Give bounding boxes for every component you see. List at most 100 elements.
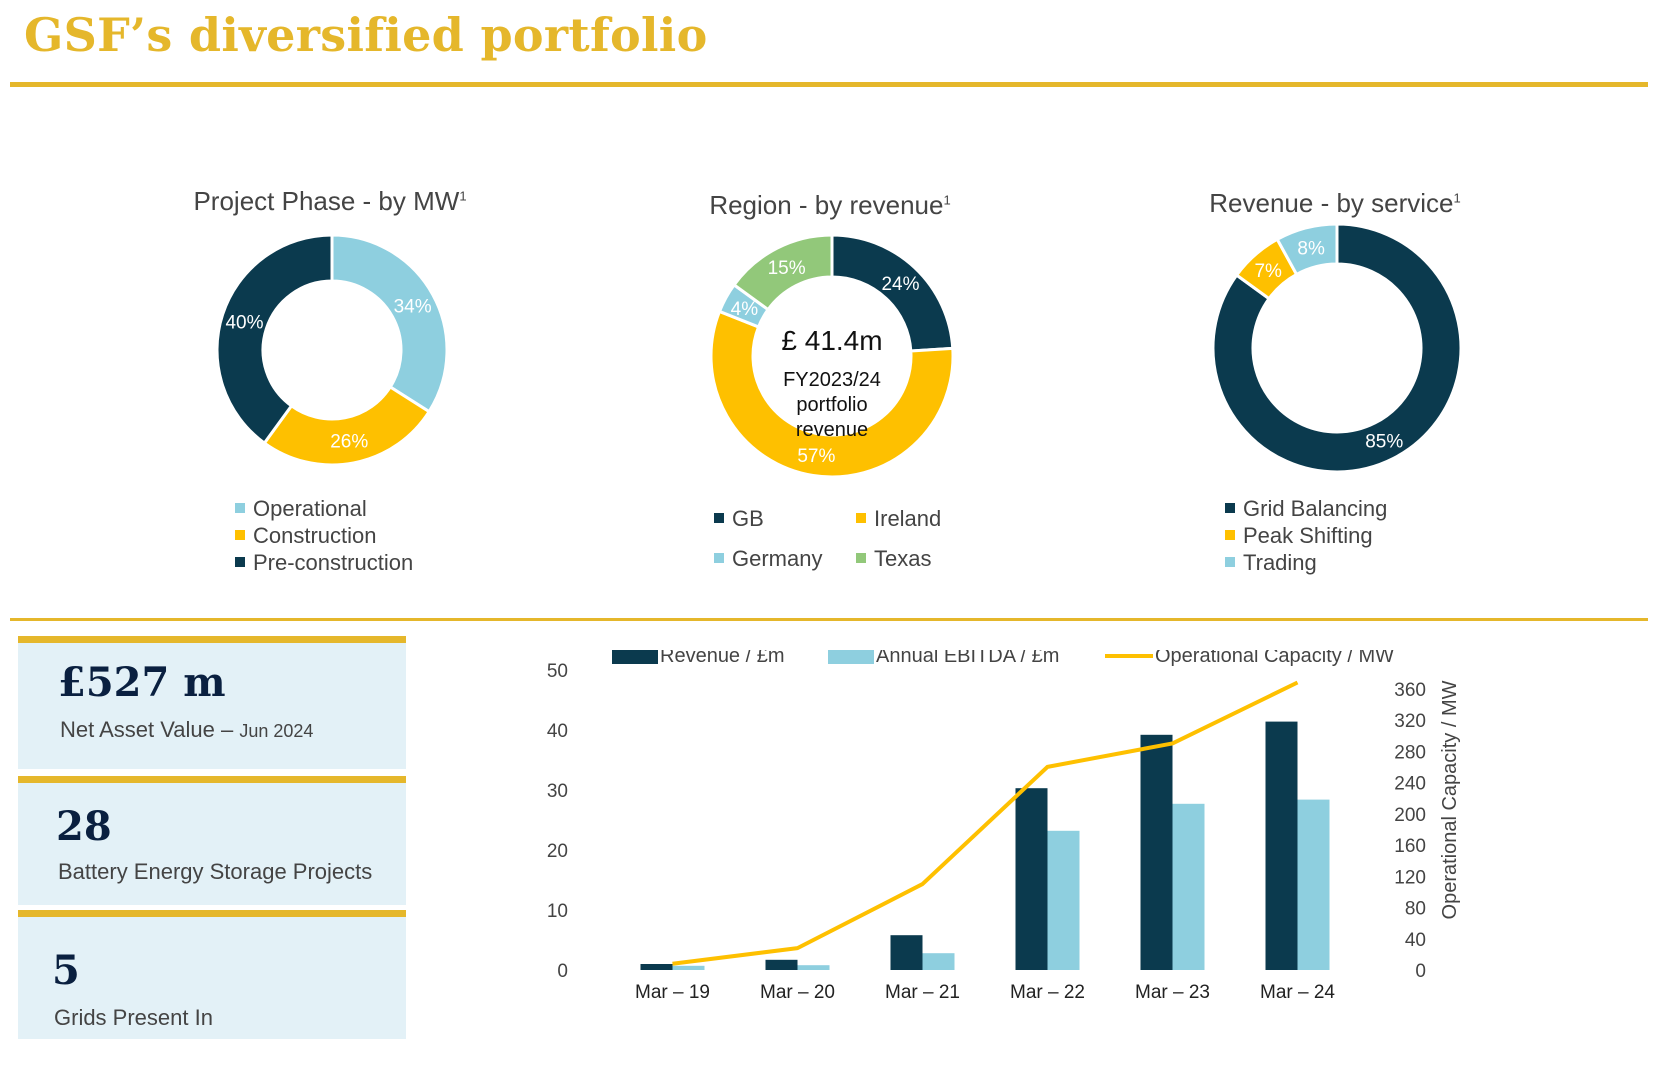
series-annual-ebitda-m <box>672 799 1330 970</box>
legend-item-operational: Operational <box>235 496 367 522</box>
bar-annual-ebitda-m-3 <box>1047 830 1080 970</box>
bar-annual-ebitda-m-1 <box>797 965 830 970</box>
bar-annual-ebitda-m-4 <box>1172 803 1205 970</box>
x-tick-label: Mar – 19 <box>635 982 710 1003</box>
service-title: Revenue - by service1 <box>1209 188 1461 218</box>
y2-tick-label: 80 <box>1405 899 1426 920</box>
kpi-projects-value: 28 <box>56 803 112 850</box>
project-phase-title: Project Phase - by MW1 <box>193 186 467 216</box>
bar-annual-ebitda-m-0 <box>672 965 705 970</box>
legend-item-construction: Construction <box>235 523 377 549</box>
y2-tick-label: 160 <box>1394 836 1426 857</box>
region-total-value: £ 41.4m <box>781 325 882 356</box>
x-tick-label: Mar – 21 <box>885 982 960 1003</box>
slice-label-gb: 24% <box>881 274 919 295</box>
chart-legend: Revenue / £m Annual EBITDA / £m Operationa… <box>612 650 1394 667</box>
y2-tick-label: 40 <box>1405 930 1426 951</box>
legend-swatch-revenue-m <box>612 650 658 664</box>
legend-label-revenue-m: Revenue / £m <box>660 650 785 667</box>
slice-construction <box>262 384 432 467</box>
region-center-line2: portfolio <box>796 394 867 416</box>
legend-item-pre-construction: Pre-construction <box>235 550 413 576</box>
y2-tick-label: 200 <box>1394 805 1426 826</box>
y-tick-label: 20 <box>547 841 568 862</box>
kpi-grids-value: 5 <box>52 947 80 994</box>
x-tick-label: Mar – 24 <box>1260 982 1335 1003</box>
line-operational-capacity-mw <box>672 680 1299 966</box>
slice-label-construction: 26% <box>330 431 368 452</box>
legend-item-germany: Germany <box>714 546 822 572</box>
legend-swatch <box>235 503 245 514</box>
kpi-card-nav: £527 m Net Asset Value – Jun 2024 <box>18 636 406 769</box>
service-chart: Revenue - by service1 85% 7% 8% Grid Balan… <box>1075 180 1595 620</box>
y-tick-label: 10 <box>547 901 568 922</box>
slice-trading <box>1275 222 1339 277</box>
bar-revenue-m-3 <box>1015 788 1048 970</box>
bar-revenue-m-2 <box>890 935 923 970</box>
y2-tick-label: 280 <box>1394 742 1426 763</box>
slice-label-texas: 15% <box>768 258 806 279</box>
legend-swatch <box>235 530 245 541</box>
legend-item-grid-balancing: Grid Balancing <box>1225 496 1387 522</box>
y2-tick-label: 0 <box>1415 961 1426 982</box>
bar-annual-ebitda-m-5 <box>1297 799 1330 970</box>
y2-tick-label: 360 <box>1394 680 1426 701</box>
x-tick-label: Mar – 23 <box>1135 982 1210 1003</box>
left-axis: 01020304050Revenue / £m <box>547 661 568 982</box>
region-donut: 24%57%4%15% £ 41.4m FY2023/24 portfolio … <box>709 233 955 479</box>
slice-grid-balancing <box>1211 222 1463 474</box>
slice-label-germany: 4% <box>731 299 759 320</box>
legend-swatch <box>235 557 245 568</box>
slice-ireland <box>709 309 955 479</box>
section-divider <box>10 618 1648 621</box>
project-phase-donut: 34% 26% 40% <box>215 233 449 467</box>
legend-swatch <box>1225 530 1235 541</box>
kpi-card-projects: 28 Battery Energy Storage Projects <box>18 776 406 905</box>
slice-label-peak-shifting: 7% <box>1254 261 1282 282</box>
legend-label-operational-capacity-mw: Operational Capacity / MW <box>1155 650 1394 667</box>
revenue-capacity-chart: Revenue / £m Annual EBITDA / £m Operationa… <box>547 650 1461 1003</box>
legend-item-trading: Trading <box>1225 550 1317 576</box>
donut-slices: 85% 7% 8% <box>1211 222 1463 474</box>
y-tick-label: 40 <box>547 721 568 742</box>
legend-swatch <box>856 553 866 564</box>
y-tick-label: 50 <box>547 661 568 682</box>
y2-tick-label: 240 <box>1394 774 1426 795</box>
slice-pre-construction <box>215 233 334 446</box>
y-tick-label: 30 <box>547 781 568 802</box>
region-center-line1: FY2023/24 <box>783 369 881 391</box>
right-axis: 0 40 80 120 160 200 240 280 320 360 Operational Ca… <box>1394 680 1461 982</box>
y2-tick-label: 320 <box>1394 711 1426 732</box>
legend-swatch <box>714 553 724 564</box>
kpi-nav-value: £527 m <box>58 659 226 706</box>
donut-slices: 24% 57% 4% 15% <box>709 233 955 479</box>
bar-revenue-m-0 <box>640 964 673 970</box>
x-axis: Mar – 19 Mar – 20 Mar – 21 Mar – 22 Mar – 23… <box>635 982 1335 1003</box>
legend-swatch <box>714 513 724 524</box>
bar-revenue-m-4 <box>1140 734 1173 970</box>
legend-item-peak-shifting: Peak Shifting <box>1225 523 1373 549</box>
y-tick-label: 0 <box>557 961 568 982</box>
project-phase-chart: Project Phase - by MW1 34% 26% 40% Operati… <box>70 180 590 620</box>
x-tick-label: Mar – 20 <box>760 982 835 1003</box>
bar-revenue-m-5 <box>1265 721 1298 970</box>
kpi-grids-label: Grids Present In <box>54 1005 213 1030</box>
legend-swatch <box>856 513 866 524</box>
page-title: GSF’s diversified portfolio <box>24 8 708 62</box>
x-tick-label: Mar – 22 <box>1010 982 1085 1003</box>
service-donut: 85% 7% 8% <box>1211 222 1463 474</box>
kpi-card-grids: 5 Grids Present In <box>18 910 406 1039</box>
bar-annual-ebitda-m-2 <box>922 953 955 970</box>
region-chart: Region - by revenue1 24% 57% 4% 15% £ 41.4m… <box>570 180 1090 620</box>
slice-label-ireland: 57% <box>797 446 835 467</box>
legend-item-texas: Texas <box>856 546 931 572</box>
series-revenue-m <box>640 721 1298 970</box>
slice-operational <box>330 233 449 414</box>
slice-label-grid-balancing: 85% <box>1365 432 1403 453</box>
kpi-nav-label: Net Asset Value – Jun 2024 <box>60 717 314 742</box>
slice-label-pre-construction: 40% <box>225 313 263 334</box>
title-divider <box>10 82 1648 87</box>
legend-item-gb: GB <box>714 506 764 532</box>
legend-item-ireland: Ireland <box>856 506 941 532</box>
region-center-line3: revenue <box>796 419 868 441</box>
